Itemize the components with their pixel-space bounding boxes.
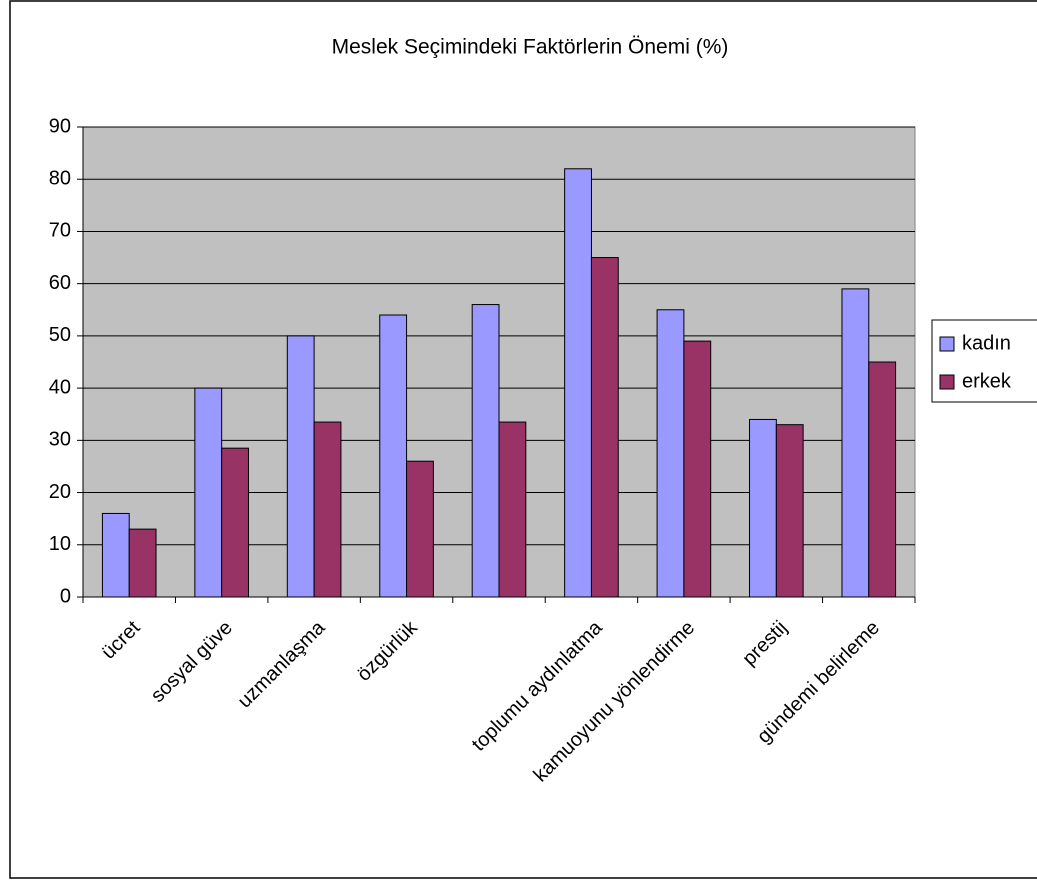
legend-swatch bbox=[939, 374, 955, 390]
chart-title: Meslek Seçimindeki Faktörlerin Önemi (%) bbox=[332, 36, 729, 59]
bar bbox=[683, 340, 712, 598]
y-tick-label: 10 bbox=[49, 533, 71, 555]
bar bbox=[868, 361, 897, 598]
bar bbox=[564, 168, 592, 598]
bar bbox=[101, 512, 130, 598]
bar bbox=[313, 421, 342, 598]
bar bbox=[841, 288, 870, 598]
bar bbox=[194, 387, 223, 598]
legend-swatch bbox=[939, 336, 955, 352]
y-tick-label: 50 bbox=[49, 324, 71, 346]
y-tick-label: 70 bbox=[49, 220, 71, 242]
bar bbox=[286, 335, 315, 598]
bar bbox=[775, 424, 804, 598]
y-tick-label: 0 bbox=[60, 585, 71, 607]
bar bbox=[749, 418, 777, 598]
legend-label: kadın bbox=[962, 332, 1011, 354]
y-tick-label: 20 bbox=[49, 481, 71, 503]
y-tick-label: 90 bbox=[49, 115, 71, 137]
bar bbox=[406, 460, 434, 598]
y-tick-label: 80 bbox=[49, 168, 71, 190]
bar bbox=[590, 257, 619, 598]
bar bbox=[471, 304, 500, 598]
y-tick-label: 40 bbox=[49, 376, 71, 398]
bar bbox=[128, 528, 157, 598]
legend-label: erkek bbox=[962, 370, 1012, 392]
bar bbox=[656, 309, 685, 598]
bar bbox=[498, 421, 527, 598]
bar bbox=[221, 447, 249, 598]
bar bbox=[379, 314, 408, 598]
y-tick-label: 60 bbox=[49, 272, 71, 294]
y-tick-label: 30 bbox=[49, 429, 71, 451]
